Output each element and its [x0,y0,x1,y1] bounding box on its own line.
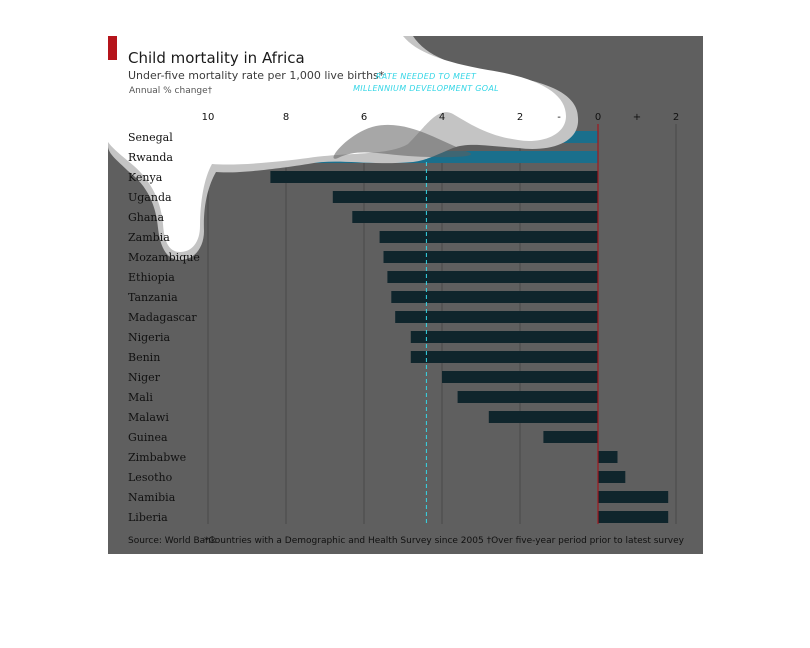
bar [379,231,598,243]
labels: 10 8 6 4 2 - 0 +2 Senegal Rwanda Kenya Uganda Ghana Z… [128,112,679,524]
x-tick-label: - [557,112,561,123]
category-label: Ghana [128,211,165,224]
category-label: Namibia [128,491,176,504]
bar [383,251,598,263]
category-label: Senegal [128,131,173,144]
bar-chart: 10 8 6 4 2 - 0 +2 Senegal Rwanda Kenya Uganda Ghana Z… [108,36,685,546]
bar [332,191,598,203]
axis-note: Annual % change† [129,86,213,96]
category-label: Madagascar [128,311,197,324]
x-tick-label: + [633,112,641,123]
category-label: Guinea [128,431,168,444]
overlay-blob-hollow [333,124,471,159]
x-tick-label: 0 [595,112,601,123]
category-label: Tanzania [128,291,178,304]
x-tick-label: 10 [202,112,215,123]
chart-panel: 10 8 6 4 2 - 0 +2 Senegal Rwanda Kenya Uganda Ghana Z… [108,36,703,554]
category-label: Zimbabwe [128,451,186,464]
bar [395,311,598,323]
bars [211,131,669,523]
bar [543,431,598,443]
bar [457,391,598,403]
category-label: Mali [128,391,153,404]
bar [410,331,598,343]
source-note: Source: World Bank [128,536,217,546]
chart-text: Child mortality in Africa Under-five mor… [128,49,685,546]
category-label: Malawi [128,411,169,424]
bar [270,171,598,183]
chart-subtitle: Under-five mortality rate per 1,000 live… [128,69,385,82]
white-overlay-blob [108,36,579,260]
bar [598,511,669,523]
category-label: Zambia [128,231,170,244]
category-label: Rwanda [128,151,173,164]
bar [488,411,598,423]
category-label: Nigeria [128,331,170,344]
bar [352,211,598,223]
x-tick-label: 6 [361,112,367,123]
x-tick-label: 2 [673,112,679,123]
category-label: Kenya [128,171,163,184]
gridlines [207,124,677,524]
goal-label-line2: MILLENNIUM DEVELOPMENT GOAL [353,84,499,93]
goal-label-line1: RATE NEEDED TO MEET [376,72,477,81]
bar [442,371,598,383]
bar [387,271,598,283]
category-label: Mozambique [128,251,200,264]
corner-tag [108,36,117,60]
bar [391,291,598,303]
category-label: Niger [128,371,161,384]
bar [598,471,626,483]
category-label: Liberia [128,511,168,524]
category-label: Lesotho [128,471,173,484]
x-tick-label: 2 [517,112,523,123]
category-label: Ethiopia [128,271,175,284]
bar [410,351,598,363]
x-tick-label: 8 [283,112,289,123]
x-tick-label: 4 [439,112,445,123]
bar [598,491,669,503]
category-label: Benin [128,351,160,364]
category-label: Uganda [128,191,172,204]
footnote: *Countries with a Demographic and Health… [204,536,685,546]
bar [598,451,618,463]
overlay-blob [108,36,566,252]
chart-title: Child mortality in Africa [128,49,305,67]
